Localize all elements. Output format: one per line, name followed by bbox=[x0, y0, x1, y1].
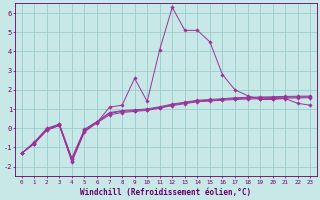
X-axis label: Windchill (Refroidissement éolien,°C): Windchill (Refroidissement éolien,°C) bbox=[80, 188, 252, 197]
